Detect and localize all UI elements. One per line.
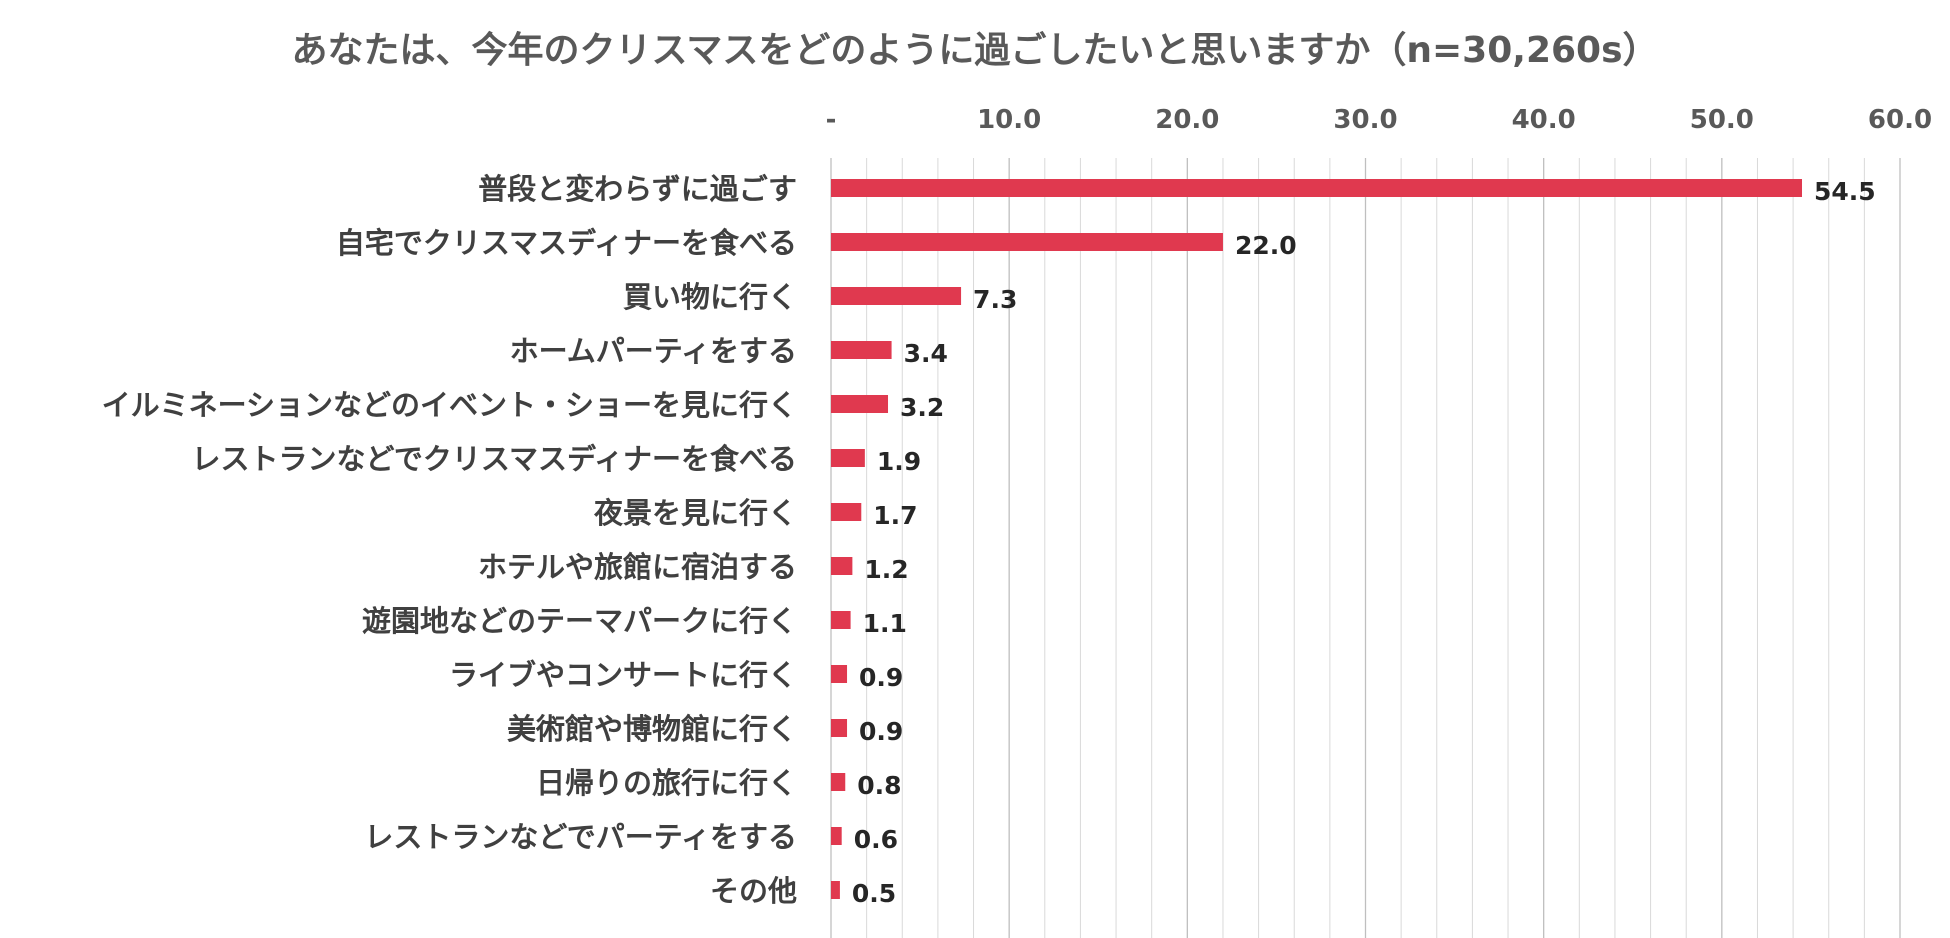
bar (831, 665, 848, 683)
bar (831, 773, 846, 791)
bar (831, 719, 848, 737)
data-label: 0.6 (854, 825, 898, 854)
data-label: 7.3 (973, 285, 1017, 314)
bar (831, 557, 853, 575)
data-label: 22.0 (1235, 231, 1297, 260)
data-label: 0.9 (859, 717, 903, 746)
category-label: 自宅でクリスマスディナーを食べる (336, 226, 797, 260)
bar (831, 179, 1803, 197)
bar-series (831, 179, 1803, 899)
bar (831, 233, 1223, 251)
bar (831, 881, 840, 899)
bar (831, 827, 842, 845)
data-label: 3.2 (900, 393, 944, 422)
data-label: 54.5 (1814, 177, 1876, 206)
category-label: イルミネーションなどのイベント・ショーを見に行く (102, 388, 797, 422)
category-label: 美術館や博物館に行く (507, 712, 797, 746)
x-tick-label: 10.0 (977, 105, 1041, 135)
chart-title: あなたは、今年のクリスマスをどのように過ごしたいと思いますか（n=30,260s… (291, 30, 1658, 71)
bar (831, 287, 962, 305)
category-label: ホテルや旅館に宿泊する (478, 550, 797, 584)
data-label: 1.9 (877, 447, 921, 476)
category-label: レストランなどでクリスマスディナーを食べる (191, 442, 797, 476)
bar (831, 611, 851, 629)
category-label: その他 (710, 874, 797, 908)
data-label: 0.9 (859, 663, 903, 692)
bar (831, 503, 862, 521)
data-label: 1.2 (864, 555, 908, 584)
data-label: 0.5 (852, 879, 896, 908)
axis-tick-labels: - 10.0 20.0 30.0 40.0 50.0 60.0 (826, 105, 1932, 135)
category-label: 日帰りの旅行に行く (536, 766, 797, 800)
x-tick-label: 20.0 (1155, 105, 1219, 135)
x-tick-label: 30.0 (1333, 105, 1397, 135)
x-tick-label: 40.0 (1512, 105, 1576, 135)
bar (831, 395, 889, 413)
data-label: 0.8 (857, 771, 901, 800)
category-label: ライブやコンサートに行く (449, 658, 797, 692)
category-labels: 普段と変わらずに過ごす自宅でクリスマスディナーを食べる買い物に行くホームパーティ… (102, 172, 797, 908)
x-tick-label: - (826, 105, 837, 135)
category-label: ホームパーティをする (510, 334, 797, 368)
data-label: 1.1 (863, 609, 907, 638)
bar (831, 341, 892, 359)
category-label: 夜景を見に行く (593, 496, 797, 530)
category-label: 買い物に行く (623, 280, 797, 314)
category-label: レストランなどでパーティをする (364, 820, 797, 854)
data-label: 3.4 (904, 339, 948, 368)
category-label: 普段と変わらずに過ごす (478, 172, 797, 206)
bar (831, 449, 865, 467)
x-tick-label: 50.0 (1690, 105, 1754, 135)
x-tick-label: 60.0 (1868, 105, 1932, 135)
data-labels: 54.5 22.0 7.3 3.4 3.2 1.9 1.7 1.2 1.1 0.9 0.9 0.8 0.… (852, 177, 1876, 908)
gridlines (830, 158, 1901, 938)
category-label: 遊園地などのテーマパークに行く (362, 604, 797, 638)
data-label: 1.7 (873, 501, 917, 530)
